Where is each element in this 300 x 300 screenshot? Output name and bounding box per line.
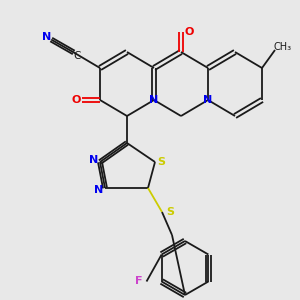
Text: S: S bbox=[166, 207, 174, 217]
Text: N: N bbox=[89, 155, 99, 165]
Text: S: S bbox=[157, 157, 165, 167]
Text: CH₃: CH₃ bbox=[274, 42, 292, 52]
Text: C: C bbox=[73, 51, 81, 61]
Text: O: O bbox=[184, 27, 194, 37]
Text: N: N bbox=[42, 32, 52, 42]
Text: N: N bbox=[149, 95, 159, 105]
Text: O: O bbox=[71, 95, 81, 105]
Text: N: N bbox=[203, 95, 213, 105]
Text: F: F bbox=[135, 277, 142, 286]
Text: N: N bbox=[94, 185, 103, 195]
